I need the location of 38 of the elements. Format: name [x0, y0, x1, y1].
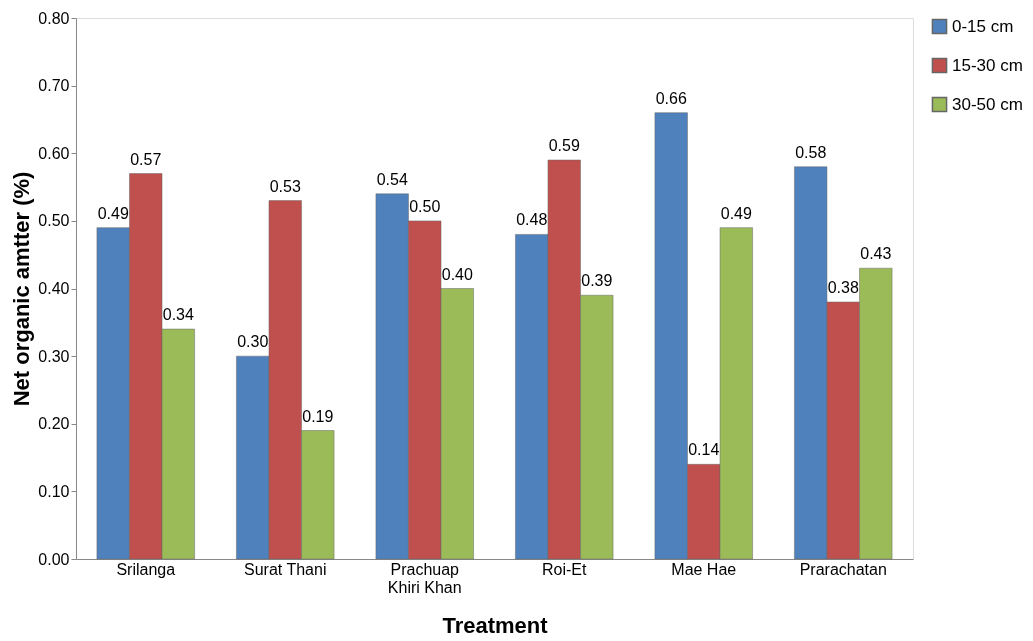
data-label: 0.54 [376, 170, 408, 188]
data-label: 0.66 [655, 89, 687, 107]
y-tick-label: 0.30 [38, 347, 70, 365]
data-label: 0.49 [97, 204, 129, 222]
x-tick-label: Roi-Et [542, 560, 588, 578]
y-tick-label: 0.50 [38, 212, 70, 230]
data-label: 0.53 [269, 177, 301, 195]
y-tick-label: 0.70 [38, 77, 70, 95]
data-label: 0.49 [720, 204, 752, 222]
data-label: 0.30 [237, 333, 269, 351]
y-axis-title: Net organic amtter (%) [9, 171, 35, 407]
x-tick-label: Surat Thani [244, 560, 327, 578]
data-label: 0.50 [409, 197, 441, 215]
data-label: 0.59 [548, 137, 580, 155]
x-axis-title: Treatment [442, 612, 549, 638]
legend-label: 0-15 cm [952, 16, 1014, 36]
data-label: 0.58 [795, 143, 827, 161]
x-tick-label: Prarachatan [799, 560, 887, 578]
data-label: 0.39 [581, 272, 613, 290]
x-tick-label: Prachuap Khiri Khan [387, 560, 462, 596]
x-tick-label: Srilanga [116, 560, 176, 578]
data-label: 0.14 [688, 441, 720, 459]
y-tick-label: 0.00 [38, 550, 70, 568]
legend-label: 30-50 cm [952, 94, 1023, 114]
data-label: 0.19 [302, 407, 334, 425]
y-tick-label: 0.40 [38, 280, 70, 297]
data-label: 0.48 [516, 211, 548, 229]
data-label: 0.34 [162, 306, 194, 324]
y-tick-label: 0.10 [38, 482, 70, 500]
y-tick-label: 0.60 [38, 144, 70, 162]
data-label: 0.43 [860, 245, 892, 263]
y-tick-label: 0.20 [38, 415, 70, 433]
data-label: 0.57 [130, 150, 162, 168]
data-label: 0.40 [441, 265, 473, 283]
x-tick-label: Mae Hae [671, 560, 737, 578]
y-tick-label: 0.80 [38, 9, 70, 27]
data-label: 0.38 [827, 279, 859, 297]
legend-label: 15-30 cm [952, 55, 1023, 75]
